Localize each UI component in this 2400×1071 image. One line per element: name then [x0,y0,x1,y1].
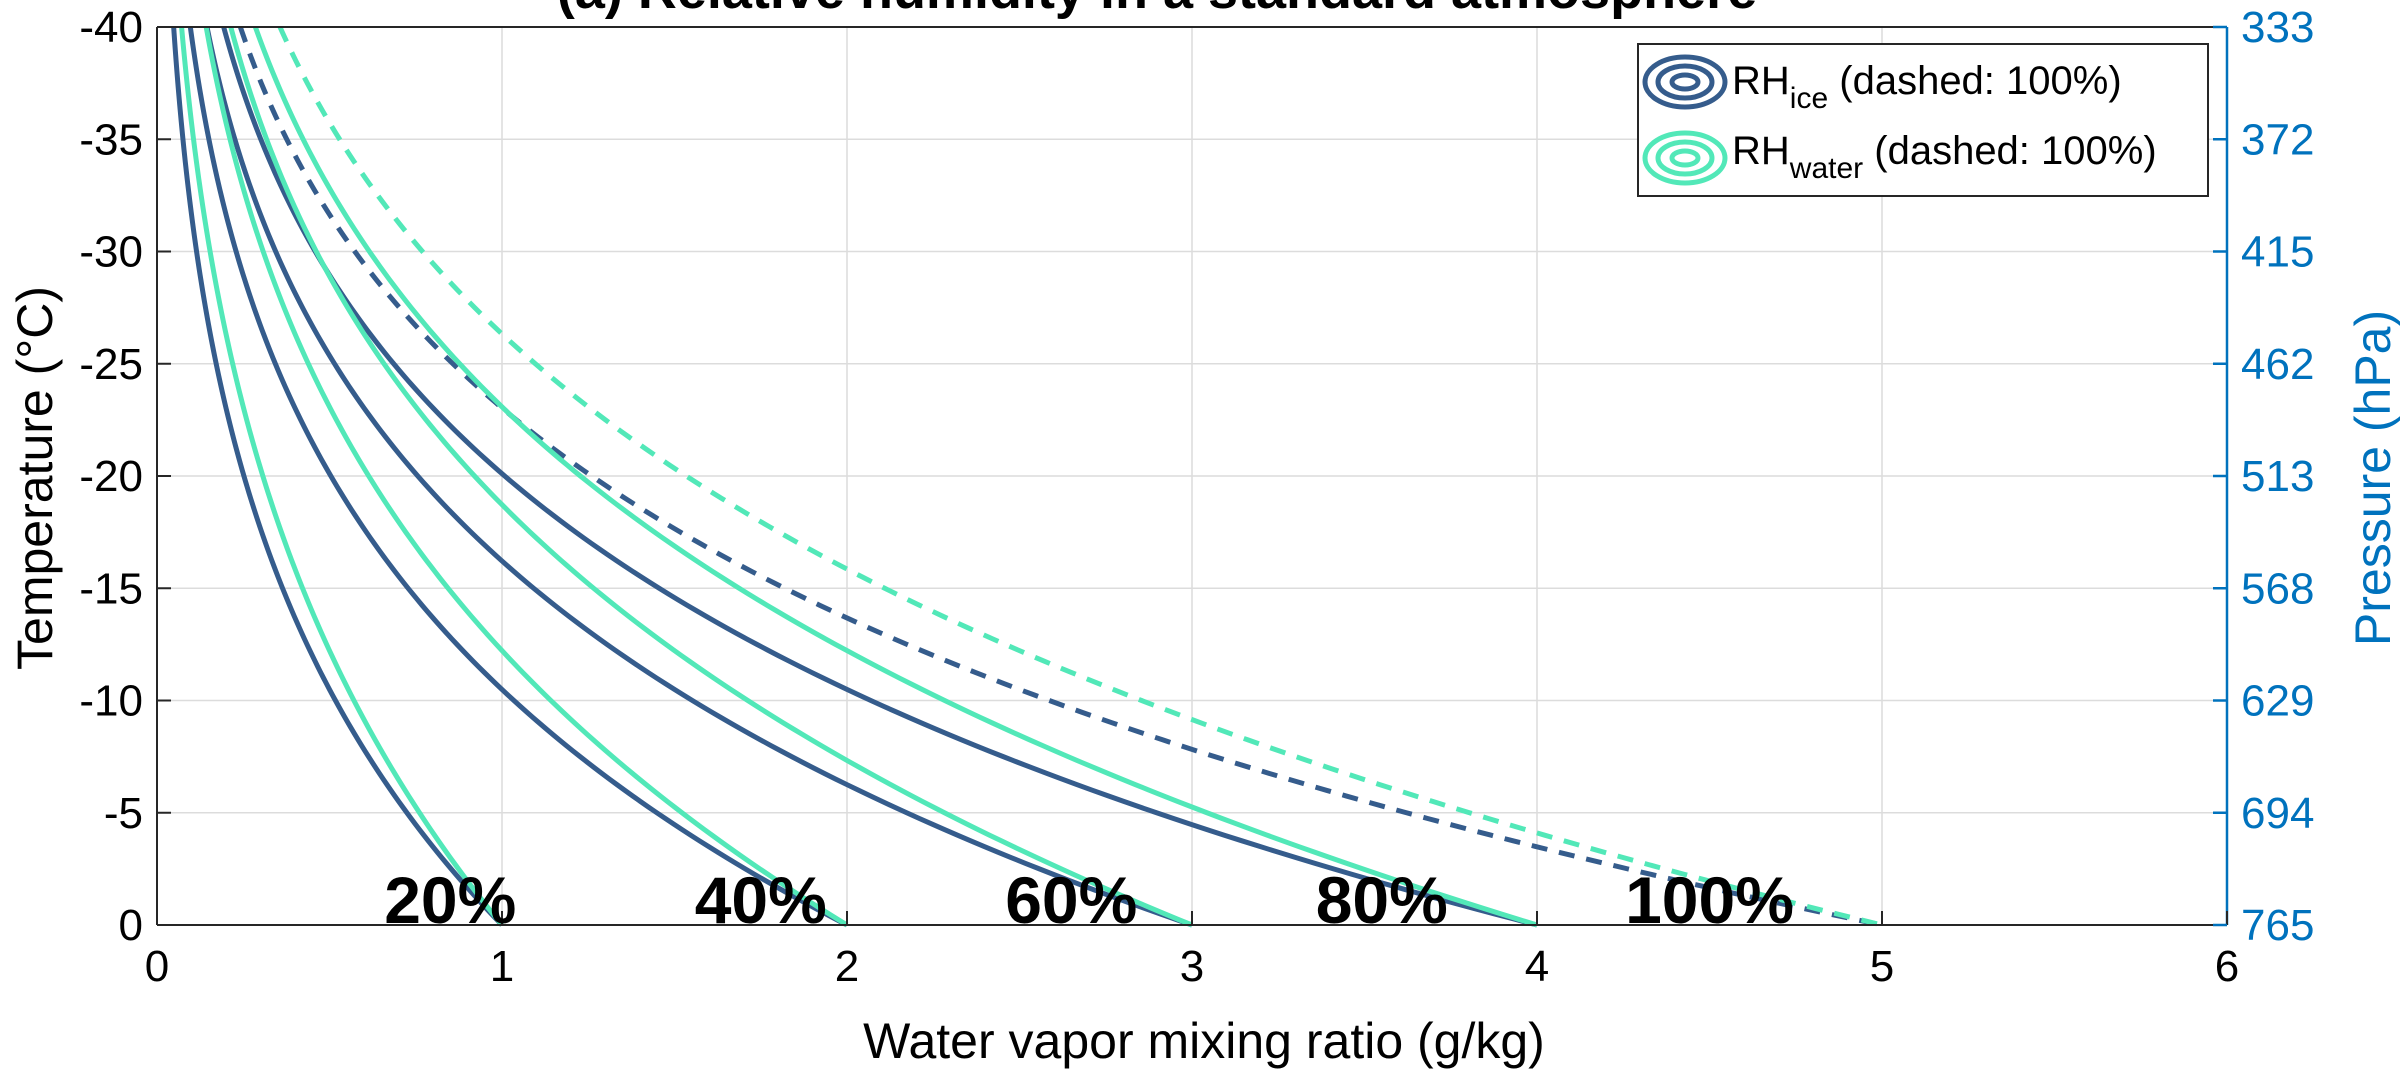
x-tick-label: 0 [145,942,169,991]
axes: 0 1 2 3 4 5 6 -40 -35 -30 -25 -20 -15 -10 -5 0 333 372 415… [79,3,2314,991]
y-tick-label: -35 [79,115,143,164]
y-tick-label: -30 [79,228,143,277]
legend-entry-water: RHwater (dashed: 100%) [1642,129,2157,186]
legend-ice-icon [1642,54,1728,110]
y-tick-label: 0 [119,901,143,950]
rh-annotation: 80% [1316,863,1448,937]
right-y-tick-label: 694 [2241,789,2314,838]
y-tick-label: -10 [79,677,143,726]
x-tick-label: 1 [490,942,514,991]
right-y-tick-label: 415 [2241,228,2314,277]
x-tick-label: 4 [1525,942,1549,991]
series-water-60 [228,26,1193,928]
rh-annotation: 20% [384,863,516,937]
legend-water-label: RHwater (dashed: 100%) [1732,129,2157,185]
x-axis-label: Water vapor mixing ratio (g/kg) [863,1013,1545,1069]
right-y-tick-label: 333 [2241,3,2314,52]
series-water-20 [179,26,504,927]
right-y-tick-label: 462 [2241,340,2314,389]
rh-annotation: 60% [1005,863,1137,937]
rh-annotations: 20% 40% 60% 80% 100% [384,863,1794,937]
x-tick-label: 5 [1870,942,1894,991]
y-tick-label: -20 [79,452,143,501]
right-y-tick-label: 513 [2241,452,2314,501]
right-y-tick-label: 629 [2241,677,2314,726]
y-tick-label: -25 [79,340,143,389]
series-ice-80 [221,26,1538,928]
x-tick-label: 2 [835,942,859,991]
series-ice-20 [171,26,504,927]
y-axis-label: Temperature (°C) [7,286,63,670]
y-tick-label: -5 [104,789,143,838]
series-water-80 [253,26,1538,928]
right-y-axis-label: Pressure (hPa) [2345,310,2400,646]
legend-box [1637,43,2209,197]
legend-water-icon [1642,130,1728,186]
rh-annotation: 40% [695,863,827,937]
series-ice-100-dashed [237,26,1883,928]
series-ice-40 [187,26,849,928]
chart-title: (a) Relative humidity in a standard atmo… [557,0,1757,20]
right-y-tick-label: 568 [2241,564,2314,613]
series-ice-60 [204,26,1193,928]
rh-annotation: 100% [1625,863,1794,937]
legend: RHice (dashed: 100%) RHwater (dashed: 10… [1637,43,2209,197]
right-y-tick-label: 372 [2241,115,2314,164]
series-water-40 [203,26,849,928]
x-tick-label: 6 [2215,942,2239,991]
legend-ice-label: RHice (dashed: 100%) [1732,59,2122,115]
legend-entry-ice: RHice (dashed: 100%) [1642,54,2122,115]
right-y-tick-label: 765 [2241,901,2314,950]
curve-layer [171,25,1883,928]
y-tick-label: -15 [79,564,143,613]
y-tick-label: -40 [79,3,143,52]
series-water-100-dashed [277,25,1883,928]
x-tick-label: 3 [1180,942,1204,991]
